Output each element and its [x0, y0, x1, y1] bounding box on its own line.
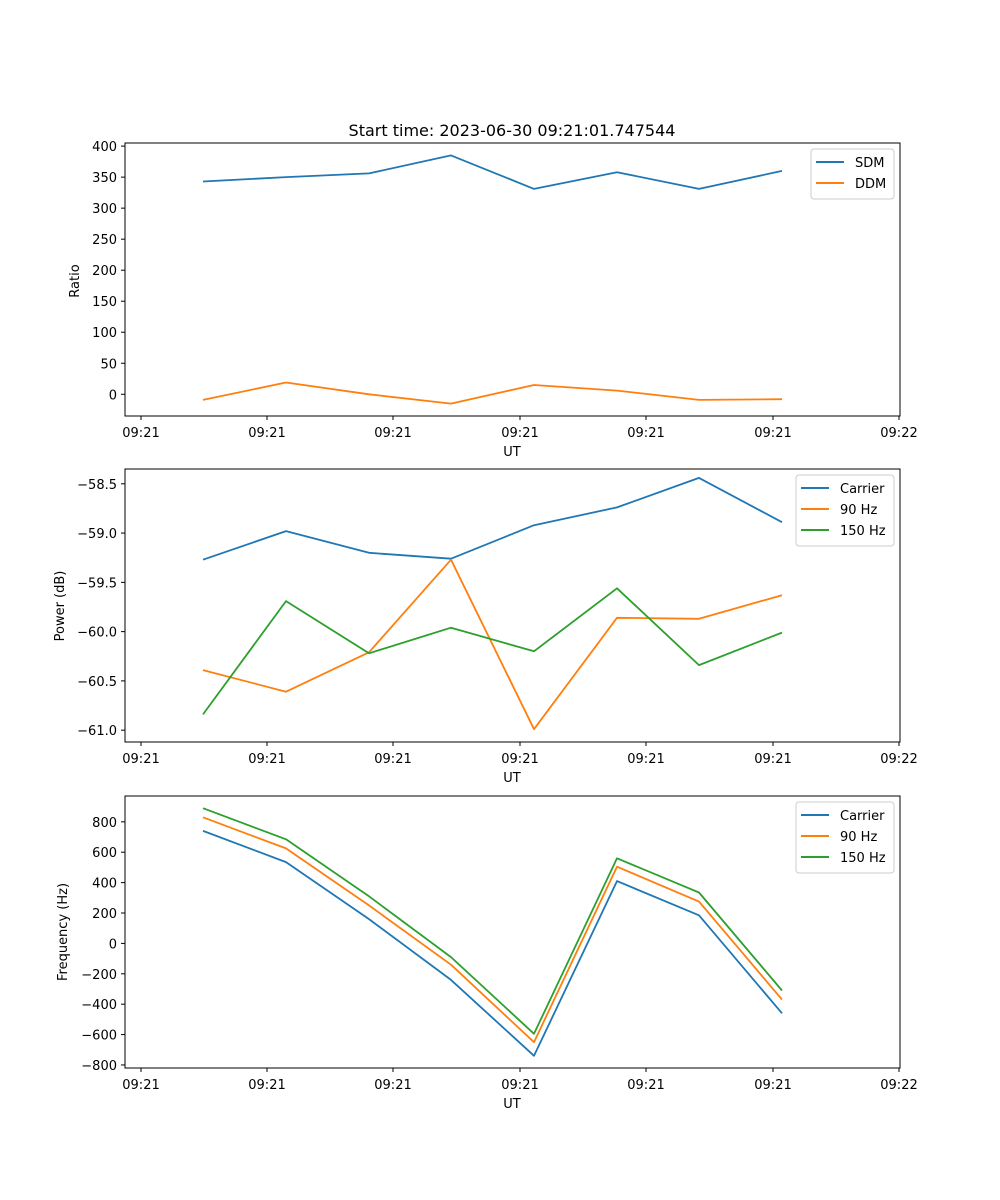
- power-y-tick-label: −59.0: [77, 527, 117, 542]
- power-legend-label: Carrier: [840, 482, 885, 497]
- ratio-y-tick-label: 250: [92, 233, 117, 248]
- ratio-y-tick-label: 0: [109, 388, 117, 403]
- ratio-y-tick-label: 50: [100, 357, 117, 372]
- ratio-x-axis-label: UT: [503, 445, 521, 460]
- power-y-tick-label: −59.5: [77, 576, 117, 591]
- chart-title: Start time: 2023-06-30 09:21:01.747544: [349, 121, 676, 140]
- frequency-y-tick-label: 800: [92, 816, 117, 831]
- frequency-y-tick-label: 200: [92, 907, 117, 922]
- frequency-y-tick-label: −400: [81, 998, 117, 1013]
- frequency-legend: [795, 801, 895, 874]
- frequency-legend-label: 150 Hz: [840, 851, 886, 866]
- power-x-tick-label: 09:21: [501, 752, 538, 767]
- power-series-carrier: [202, 476, 783, 561]
- power-y-axis-label: Power (dB): [53, 571, 68, 642]
- ratio-x-tick-label: 09:21: [754, 426, 791, 441]
- ratio-x-tick-label: 09:21: [501, 426, 538, 441]
- power-x-tick-label: 09:22: [880, 752, 917, 767]
- power-x-tick-label: 09:21: [754, 752, 791, 767]
- ratio-y-tick-label: 100: [92, 326, 117, 341]
- ratio-plot-frame: [124, 142, 901, 417]
- frequency-y-axis-label: Frequency (Hz): [56, 883, 71, 981]
- ratio-y-tick-label: 300: [92, 202, 117, 217]
- power-y-tick-label: −61.0: [77, 724, 117, 739]
- power-panel: UT Power (dB) −61.0 −60.5 −60.0 −59.5 −59.0 −…: [53, 468, 918, 786]
- ratio-y-tick-label: 400: [92, 140, 117, 155]
- ratio-y-tick-label: 150: [92, 295, 117, 310]
- frequency-y-tick-label: −200: [81, 968, 117, 983]
- frequency-x-tick-label: 09:21: [754, 1078, 791, 1093]
- ratio-legend-label: SDM: [855, 156, 884, 171]
- power-plot-frame: [124, 468, 901, 743]
- ratio-x-tick-label: 09:21: [122, 426, 159, 441]
- frequency-y-tick-label: −800: [81, 1059, 117, 1074]
- frequency-x-tick-label: 09:22: [880, 1078, 917, 1093]
- power-x-axis-label: UT: [503, 771, 521, 786]
- frequency-series-carrier: [202, 830, 783, 1057]
- frequency-x-tick-label: 09:21: [122, 1078, 159, 1093]
- frequency-legend-label: Carrier: [840, 809, 885, 824]
- frequency-series-150-hz: [202, 807, 783, 1035]
- ratio-y-tick-label: 350: [92, 171, 117, 186]
- frequency-x-tick-label: 09:21: [374, 1078, 411, 1093]
- power-series-150-hz: [202, 587, 783, 715]
- power-x-tick-label: 09:21: [248, 752, 285, 767]
- ratio-legend-label: DDM: [855, 177, 886, 192]
- ratio-x-tick-label: 09:21: [374, 426, 411, 441]
- ratio-series-ddm: [202, 381, 783, 405]
- frequency-x-tick-label: 09:21: [501, 1078, 538, 1093]
- ratio-x-tick-label: 09:21: [248, 426, 285, 441]
- ratio-series-sdm: [202, 154, 783, 190]
- frequency-x-tick-label: 09:21: [248, 1078, 285, 1093]
- power-x-tick-label: 09:21: [627, 752, 664, 767]
- frequency-x-axis-label: UT: [503, 1097, 521, 1112]
- power-x-tick-label: 09:21: [122, 752, 159, 767]
- ratio-x-tick-label: 09:22: [880, 426, 917, 441]
- power-y-tick-label: −58.5: [77, 478, 117, 493]
- power-legend-label: 90 Hz: [840, 503, 877, 518]
- frequency-x-tick-label: 09:21: [627, 1078, 664, 1093]
- ratio-y-tick-label: 200: [92, 264, 117, 279]
- power-x-tick-label: 09:21: [374, 752, 411, 767]
- ratio-panel: UT Ratio 0 50 100 150 200 250 300 350 400 09:21 09…: [68, 140, 918, 460]
- power-y-tick-label: −60.5: [77, 675, 117, 690]
- frequency-plot-frame: [124, 795, 901, 1069]
- power-legend: [795, 474, 895, 547]
- frequency-panel: UT Frequency (Hz) −800 −600 −400 −200 0 200 40…: [56, 795, 918, 1112]
- power-y-tick-label: −60.0: [77, 626, 117, 641]
- frequency-y-tick-label: 0: [109, 937, 117, 952]
- frequency-series-90-hz: [202, 816, 783, 1044]
- frequency-legend-label: 90 Hz: [840, 830, 877, 845]
- power-legend-label: 150 Hz: [840, 524, 886, 539]
- ratio-y-axis-label: Ratio: [68, 264, 83, 297]
- frequency-y-tick-label: 400: [92, 877, 117, 892]
- power-series-90-hz: [202, 558, 783, 731]
- ratio-x-tick-label: 09:21: [627, 426, 664, 441]
- frequency-y-tick-label: −600: [81, 1029, 117, 1044]
- frequency-y-tick-label: 600: [92, 846, 117, 861]
